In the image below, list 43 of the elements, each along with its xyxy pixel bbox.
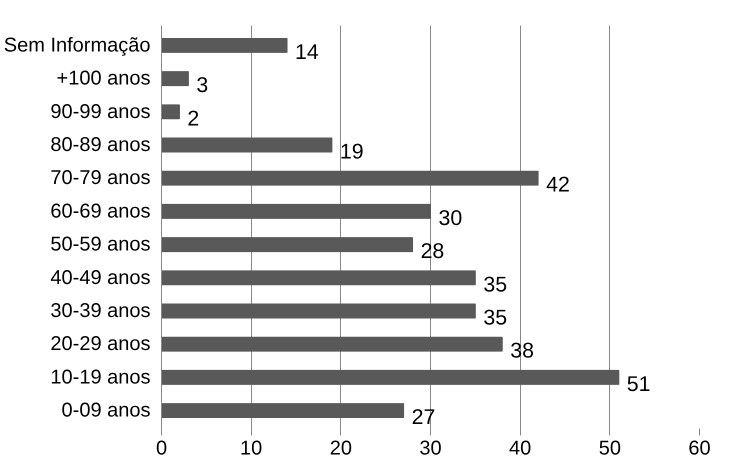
data-label: 28 [420, 239, 444, 264]
y-tick-label: 10-19 anos [50, 366, 150, 388]
data-label: 3 [196, 73, 208, 98]
bar [162, 138, 332, 152]
y-tick-label: 0-09 anos [62, 400, 151, 422]
y-tick-label: Sem Informação [4, 34, 151, 56]
x-tick-label: 30 [419, 438, 442, 460]
y-tick-label: +100 anos [56, 68, 151, 90]
bar [162, 403, 404, 418]
data-label: 14 [295, 40, 319, 64]
bar [162, 204, 431, 219]
data-label: 35 [483, 305, 508, 330]
data-label: 2 [187, 106, 200, 130]
x-tick-label: 10 [240, 438, 262, 460]
x-tick-label: 40 [509, 438, 532, 460]
bar [162, 38, 288, 53]
bar [162, 304, 476, 318]
data-label: 42 [546, 172, 570, 197]
y-tick-label: 40-49 anos [50, 266, 150, 289]
bar [162, 336, 503, 352]
data-label: 38 [510, 338, 534, 363]
bar [162, 237, 414, 252]
y-tick-label: 50-59 anos [50, 234, 150, 256]
x-tick-label: 50 [598, 438, 621, 460]
data-label: 30 [438, 206, 462, 230]
x-tick-label: 20 [330, 438, 352, 460]
data-label: 35 [483, 272, 508, 296]
data-label: 19 [340, 140, 364, 164]
bar [162, 370, 620, 385]
x-tick-label: 60 [688, 438, 711, 460]
bar [162, 104, 180, 120]
bar [162, 270, 476, 286]
x-tick-label: 0 [156, 438, 168, 460]
bar [162, 71, 189, 86]
data-label: 27 [412, 405, 436, 430]
y-tick-label: 70-79 anos [50, 167, 150, 190]
bar [162, 170, 539, 186]
y-tick-label: 80-89 anos [50, 134, 150, 156]
data-label: 51 [626, 372, 651, 396]
y-tick-label: 60-69 anos [50, 200, 150, 222]
y-tick-label: 30-39 anos [50, 300, 150, 322]
y-tick-label: 20-29 anos [50, 333, 150, 356]
y-tick-label: 90-99 anos [50, 100, 150, 123]
